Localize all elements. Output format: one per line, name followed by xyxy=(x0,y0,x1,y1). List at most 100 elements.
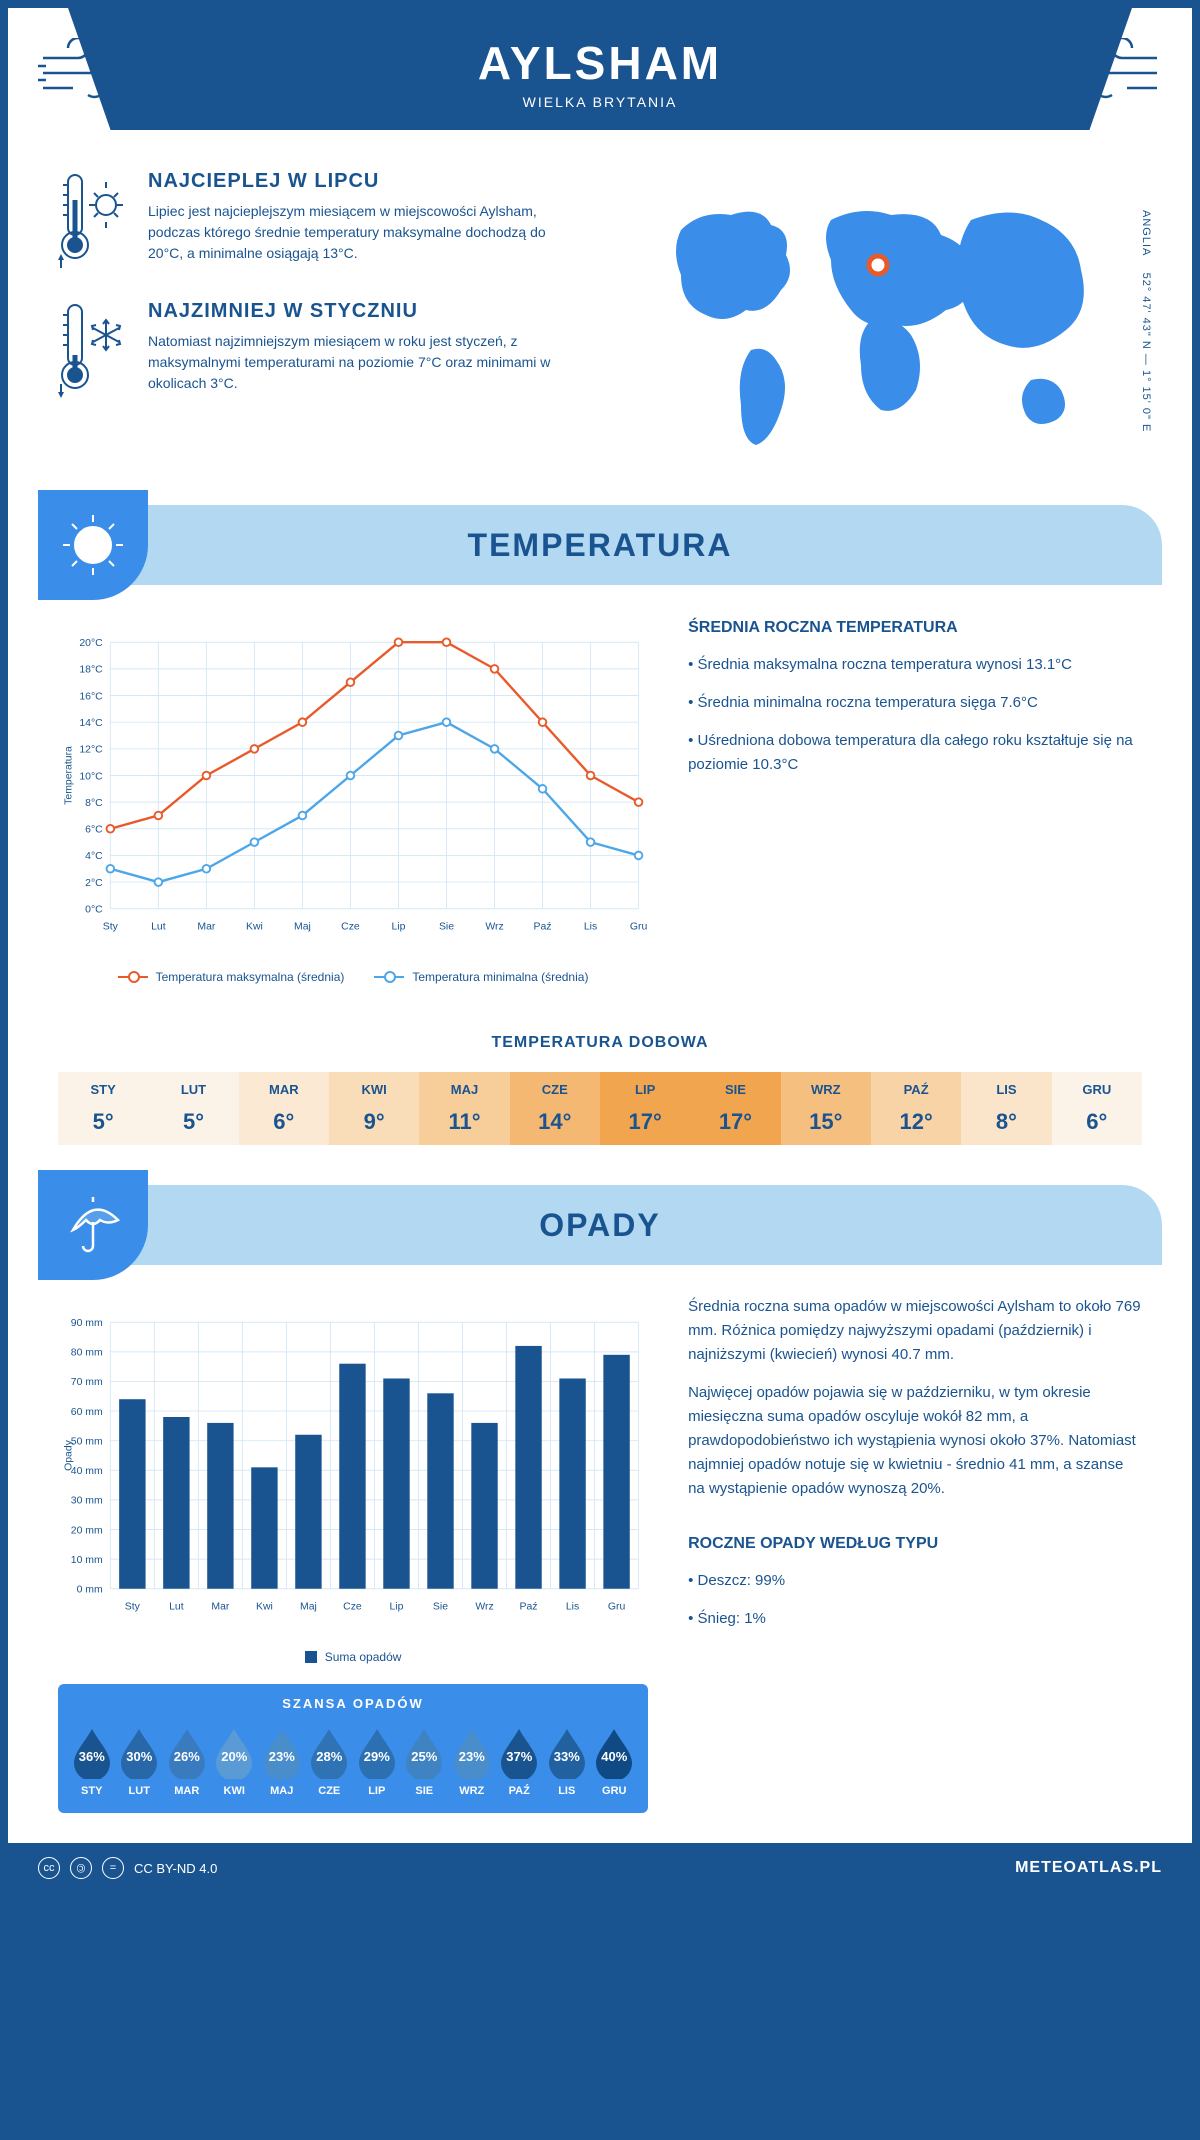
umbrella-icon xyxy=(38,1170,148,1280)
temp-legend: .legend-item:nth-child(1) .legend-swatch… xyxy=(58,970,648,984)
sun-icon xyxy=(38,490,148,600)
svg-text:Lis: Lis xyxy=(566,1602,579,1613)
svg-text:16°C: 16°C xyxy=(79,691,103,702)
coord-lat: 52° 47' 43" N xyxy=(1140,273,1152,350)
svg-text:30 mm: 30 mm xyxy=(71,1496,103,1507)
wind-icon xyxy=(1072,38,1162,108)
svg-text:Lut: Lut xyxy=(151,922,166,933)
svg-text:20 mm: 20 mm xyxy=(71,1525,103,1536)
svg-text:40 mm: 40 mm xyxy=(71,1466,103,1477)
rain-section-header: OPADY xyxy=(38,1185,1162,1265)
temp-cell: WRZ15° xyxy=(781,1072,871,1145)
rain-section-body: 0 mm10 mm20 mm30 mm40 mm50 mm60 mm70 mm8… xyxy=(8,1265,1192,1843)
rain-type-b1: • Deszcz: 99% xyxy=(688,1569,1142,1593)
coord-lon: 1° 15' 0" E xyxy=(1140,370,1152,432)
svg-text:70 mm: 70 mm xyxy=(71,1377,103,1388)
daily-temp-section: TEMPERATURA DOBOWA STY5°LUT5°MAR6°KWI9°M… xyxy=(8,1014,1192,1185)
temp-cell: SIE17° xyxy=(690,1072,780,1145)
temp-cell: STY5° xyxy=(58,1072,148,1145)
svg-text:0°C: 0°C xyxy=(85,905,103,916)
precipitation-bar-chart: 0 mm10 mm20 mm30 mm40 mm50 mm60 mm70 mm8… xyxy=(58,1295,648,1635)
svg-text:12°C: 12°C xyxy=(79,745,103,756)
page: AYLSHAM WIELKA BRYTANIA xyxy=(8,8,1192,1893)
rain-legend: Suma opadów xyxy=(58,1650,648,1664)
coldest-text: NAJZIMNIEJ W STYCZNIU Natomiast najzimni… xyxy=(148,300,580,400)
temp-annual-b2: • Średnia minimalna roczna temperatura s… xyxy=(688,691,1142,715)
svg-text:Lut: Lut xyxy=(169,1602,184,1613)
daily-temp-table: STY5°LUT5°MAR6°KWI9°MAJ11°CZE14°LIP17°SI… xyxy=(58,1072,1142,1145)
temp-cell: MAR6° xyxy=(239,1072,329,1145)
warmest-block: NAJCIEPLEJ W LIPCU Lipiec jest najcieple… xyxy=(58,170,580,270)
drop-item: 25% SIE xyxy=(402,1725,446,1797)
svg-text:60 mm: 60 mm xyxy=(71,1407,103,1418)
svg-text:Maj: Maj xyxy=(300,1602,317,1613)
temp-cell: KWI9° xyxy=(329,1072,419,1145)
warmest-title: NAJCIEPLEJ W LIPCU xyxy=(148,170,580,193)
cc-icon: cc xyxy=(38,1857,60,1879)
temp-cell: MAJ11° xyxy=(419,1072,509,1145)
drop-item: 23% WRZ xyxy=(450,1725,494,1797)
svg-text:18°C: 18°C xyxy=(79,665,103,676)
drop-item: 28% CZE xyxy=(307,1725,351,1797)
drop-item: 40% GRU xyxy=(592,1725,636,1797)
legend-max: .legend-item:nth-child(1) .legend-swatch… xyxy=(118,970,345,984)
temp-annual-b3: • Uśredniona dobowa temperatura dla całe… xyxy=(688,729,1142,777)
svg-text:Maj: Maj xyxy=(294,922,311,933)
drop-item: 26% MAR xyxy=(165,1725,209,1797)
svg-text:Temperatura: Temperatura xyxy=(63,746,74,805)
drop-item: 36% STY xyxy=(70,1725,114,1797)
svg-text:Lis: Lis xyxy=(584,922,597,933)
svg-text:Paź: Paź xyxy=(534,922,552,933)
legend-max-label: Temperatura maksymalna (średnia) xyxy=(156,970,345,984)
svg-text:2°C: 2°C xyxy=(85,878,103,889)
svg-text:Mar: Mar xyxy=(211,1602,230,1613)
temp-section-title: TEMPERATURA xyxy=(468,527,733,564)
intro-section: NAJCIEPLEJ W LIPCU Lipiec jest najcieple… xyxy=(8,130,1192,505)
temp-cell: GRU6° xyxy=(1052,1072,1142,1145)
rain-section-title: OPADY xyxy=(539,1207,660,1244)
temp-cell: LIS8° xyxy=(961,1072,1051,1145)
coldest-body: Natomiast najzimniejszym miesiącem w rok… xyxy=(148,331,580,394)
world-map xyxy=(620,170,1142,470)
coldest-block: NAJZIMNIEJ W STYCZNIU Natomiast najzimni… xyxy=(58,300,580,400)
rain-p1: Średnia roczna suma opadów w miejscowośc… xyxy=(688,1295,1142,1367)
temp-cell: LIP17° xyxy=(600,1072,690,1145)
coordinates: ANGLIA 52° 47' 43" N — 1° 15' 0" E xyxy=(1140,210,1152,432)
temp-cell: LUT5° xyxy=(148,1072,238,1145)
intro-right: ANGLIA 52° 47' 43" N — 1° 15' 0" E xyxy=(620,170,1142,475)
svg-text:Kwi: Kwi xyxy=(256,1602,273,1613)
daily-temp-title: TEMPERATURA DOBOWA xyxy=(58,1034,1142,1052)
temp-section-body: 0°C2°C4°C6°C8°C10°C12°C14°C16°C18°C20°CS… xyxy=(8,585,1192,1014)
header-banner: AYLSHAM WIELKA BRYTANIA xyxy=(68,8,1132,130)
temp-annual-b1: • Średnia maksymalna roczna temperatura … xyxy=(688,653,1142,677)
thermometer-hot-icon xyxy=(58,170,128,270)
svg-text:Sty: Sty xyxy=(125,1602,141,1613)
svg-text:Sie: Sie xyxy=(439,922,454,933)
drop-item: 23% MAJ xyxy=(260,1725,304,1797)
rain-text: Średnia roczna suma opadów w miejscowośc… xyxy=(688,1295,1142,1813)
svg-text:14°C: 14°C xyxy=(79,718,103,729)
legend-min: .legend-item:nth-child(2) .legend-swatch… xyxy=(374,970,588,984)
svg-text:Mar: Mar xyxy=(197,922,216,933)
svg-text:Sie: Sie xyxy=(433,1602,448,1613)
footer-left: cc 🄯 = CC BY-ND 4.0 xyxy=(38,1857,217,1879)
drop-item: 37% PAŹ xyxy=(497,1725,541,1797)
svg-text:Opady: Opady xyxy=(63,1439,74,1471)
temp-annual-title: ŚREDNIA ROCZNA TEMPERATURA xyxy=(688,615,1142,641)
temp-cell: PAŹ12° xyxy=(871,1072,961,1145)
nd-icon: = xyxy=(102,1857,124,1879)
drop-item: 30% LUT xyxy=(117,1725,161,1797)
svg-text:90 mm: 90 mm xyxy=(71,1318,103,1329)
svg-text:Lip: Lip xyxy=(391,922,405,933)
svg-text:4°C: 4°C xyxy=(85,851,103,862)
svg-text:10 mm: 10 mm xyxy=(71,1555,103,1566)
svg-text:0 mm: 0 mm xyxy=(77,1585,103,1596)
temp-section-header: TEMPERATURA xyxy=(38,505,1162,585)
svg-text:80 mm: 80 mm xyxy=(71,1348,103,1359)
svg-text:Cze: Cze xyxy=(343,1602,362,1613)
drop-item: 20% KWI xyxy=(212,1725,256,1797)
svg-text:Wrz: Wrz xyxy=(475,1602,493,1613)
header-wrap: AYLSHAM WIELKA BRYTANIA xyxy=(8,8,1192,130)
drop-item: 33% LIS xyxy=(545,1725,589,1797)
thermometer-cold-icon xyxy=(58,300,128,400)
